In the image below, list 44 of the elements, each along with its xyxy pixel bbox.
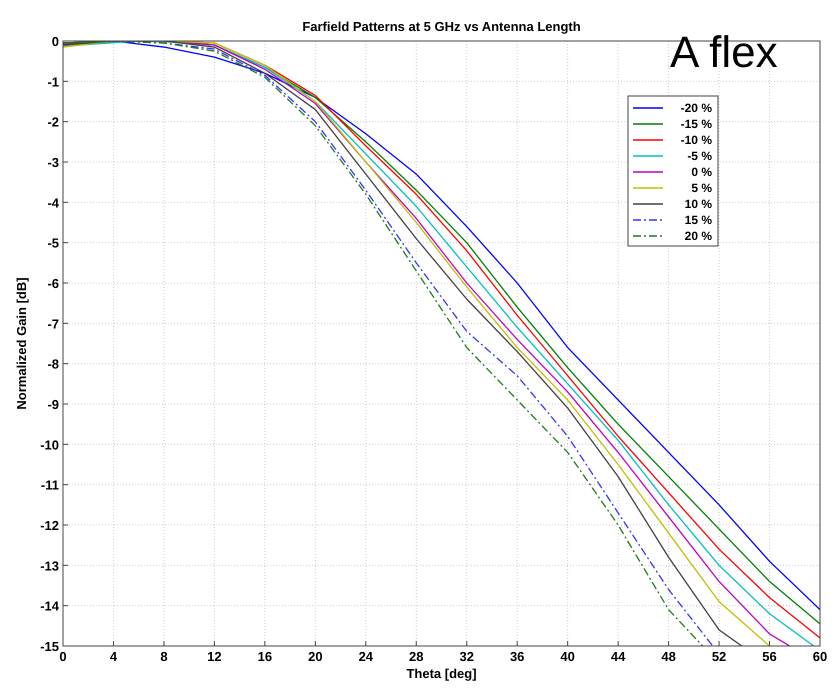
- y-tick-label: -6: [47, 276, 59, 291]
- legend-label: -15 %: [680, 117, 712, 131]
- y-axis-title: Normalized Gain [dB]: [14, 277, 29, 410]
- y-tick-label: -2: [47, 114, 59, 130]
- legend-label: -10 %: [680, 133, 712, 147]
- x-tick-label: 44: [610, 649, 626, 664]
- y-tick-label: -7: [47, 316, 59, 332]
- x-tick-label: 40: [560, 649, 575, 664]
- y-tick-label: -15: [40, 639, 59, 654]
- x-tick-label: 52: [712, 649, 726, 664]
- y-tick-label: -9: [47, 397, 59, 412]
- legend-label: 10 %: [684, 197, 712, 211]
- x-tick-label: 12: [207, 649, 222, 664]
- legend-label: 5 %: [691, 181, 712, 195]
- y-tick-label: 0: [52, 34, 59, 49]
- x-tick-label: 28: [409, 649, 424, 664]
- y-tick-label: -13: [40, 558, 59, 574]
- legend-label: 15 %: [684, 213, 712, 227]
- x-tick-label: 56: [762, 649, 777, 664]
- x-tick-label: 8: [160, 649, 168, 664]
- x-axis-title: Theta [deg]: [406, 666, 477, 681]
- x-tick-label: 24: [358, 649, 374, 664]
- y-tick-label: -8: [47, 356, 59, 372]
- y-tick-label: -11: [40, 478, 59, 493]
- y-tick-label: -1: [47, 74, 59, 90]
- x-tick-label: 20: [308, 649, 323, 664]
- y-tick-label: -14: [40, 598, 60, 614]
- legend-label: -5 %: [687, 149, 712, 163]
- chart-title: Farfield Patterns at 5 GHz vs Antenna Length: [302, 19, 581, 34]
- x-tick-label: 36: [510, 649, 524, 664]
- x-tick-label: 60: [812, 649, 828, 664]
- y-tick-label: -4: [47, 195, 60, 210]
- y-tick-label: -10: [40, 437, 59, 452]
- x-tick-label: 32: [460, 649, 474, 664]
- legend-label: 0 %: [691, 165, 712, 179]
- y-tick-label: -5: [47, 236, 59, 251]
- legend-label: -20 %: [680, 101, 712, 115]
- x-tick-label: 16: [258, 649, 272, 664]
- x-tick-label: 48: [661, 649, 676, 664]
- legend-label: 20 %: [684, 229, 712, 243]
- x-tick-label: 4: [110, 649, 118, 664]
- annotation: A flex: [670, 28, 778, 77]
- y-tick-label: -3: [47, 155, 59, 170]
- y-tick-label: -12: [40, 518, 59, 533]
